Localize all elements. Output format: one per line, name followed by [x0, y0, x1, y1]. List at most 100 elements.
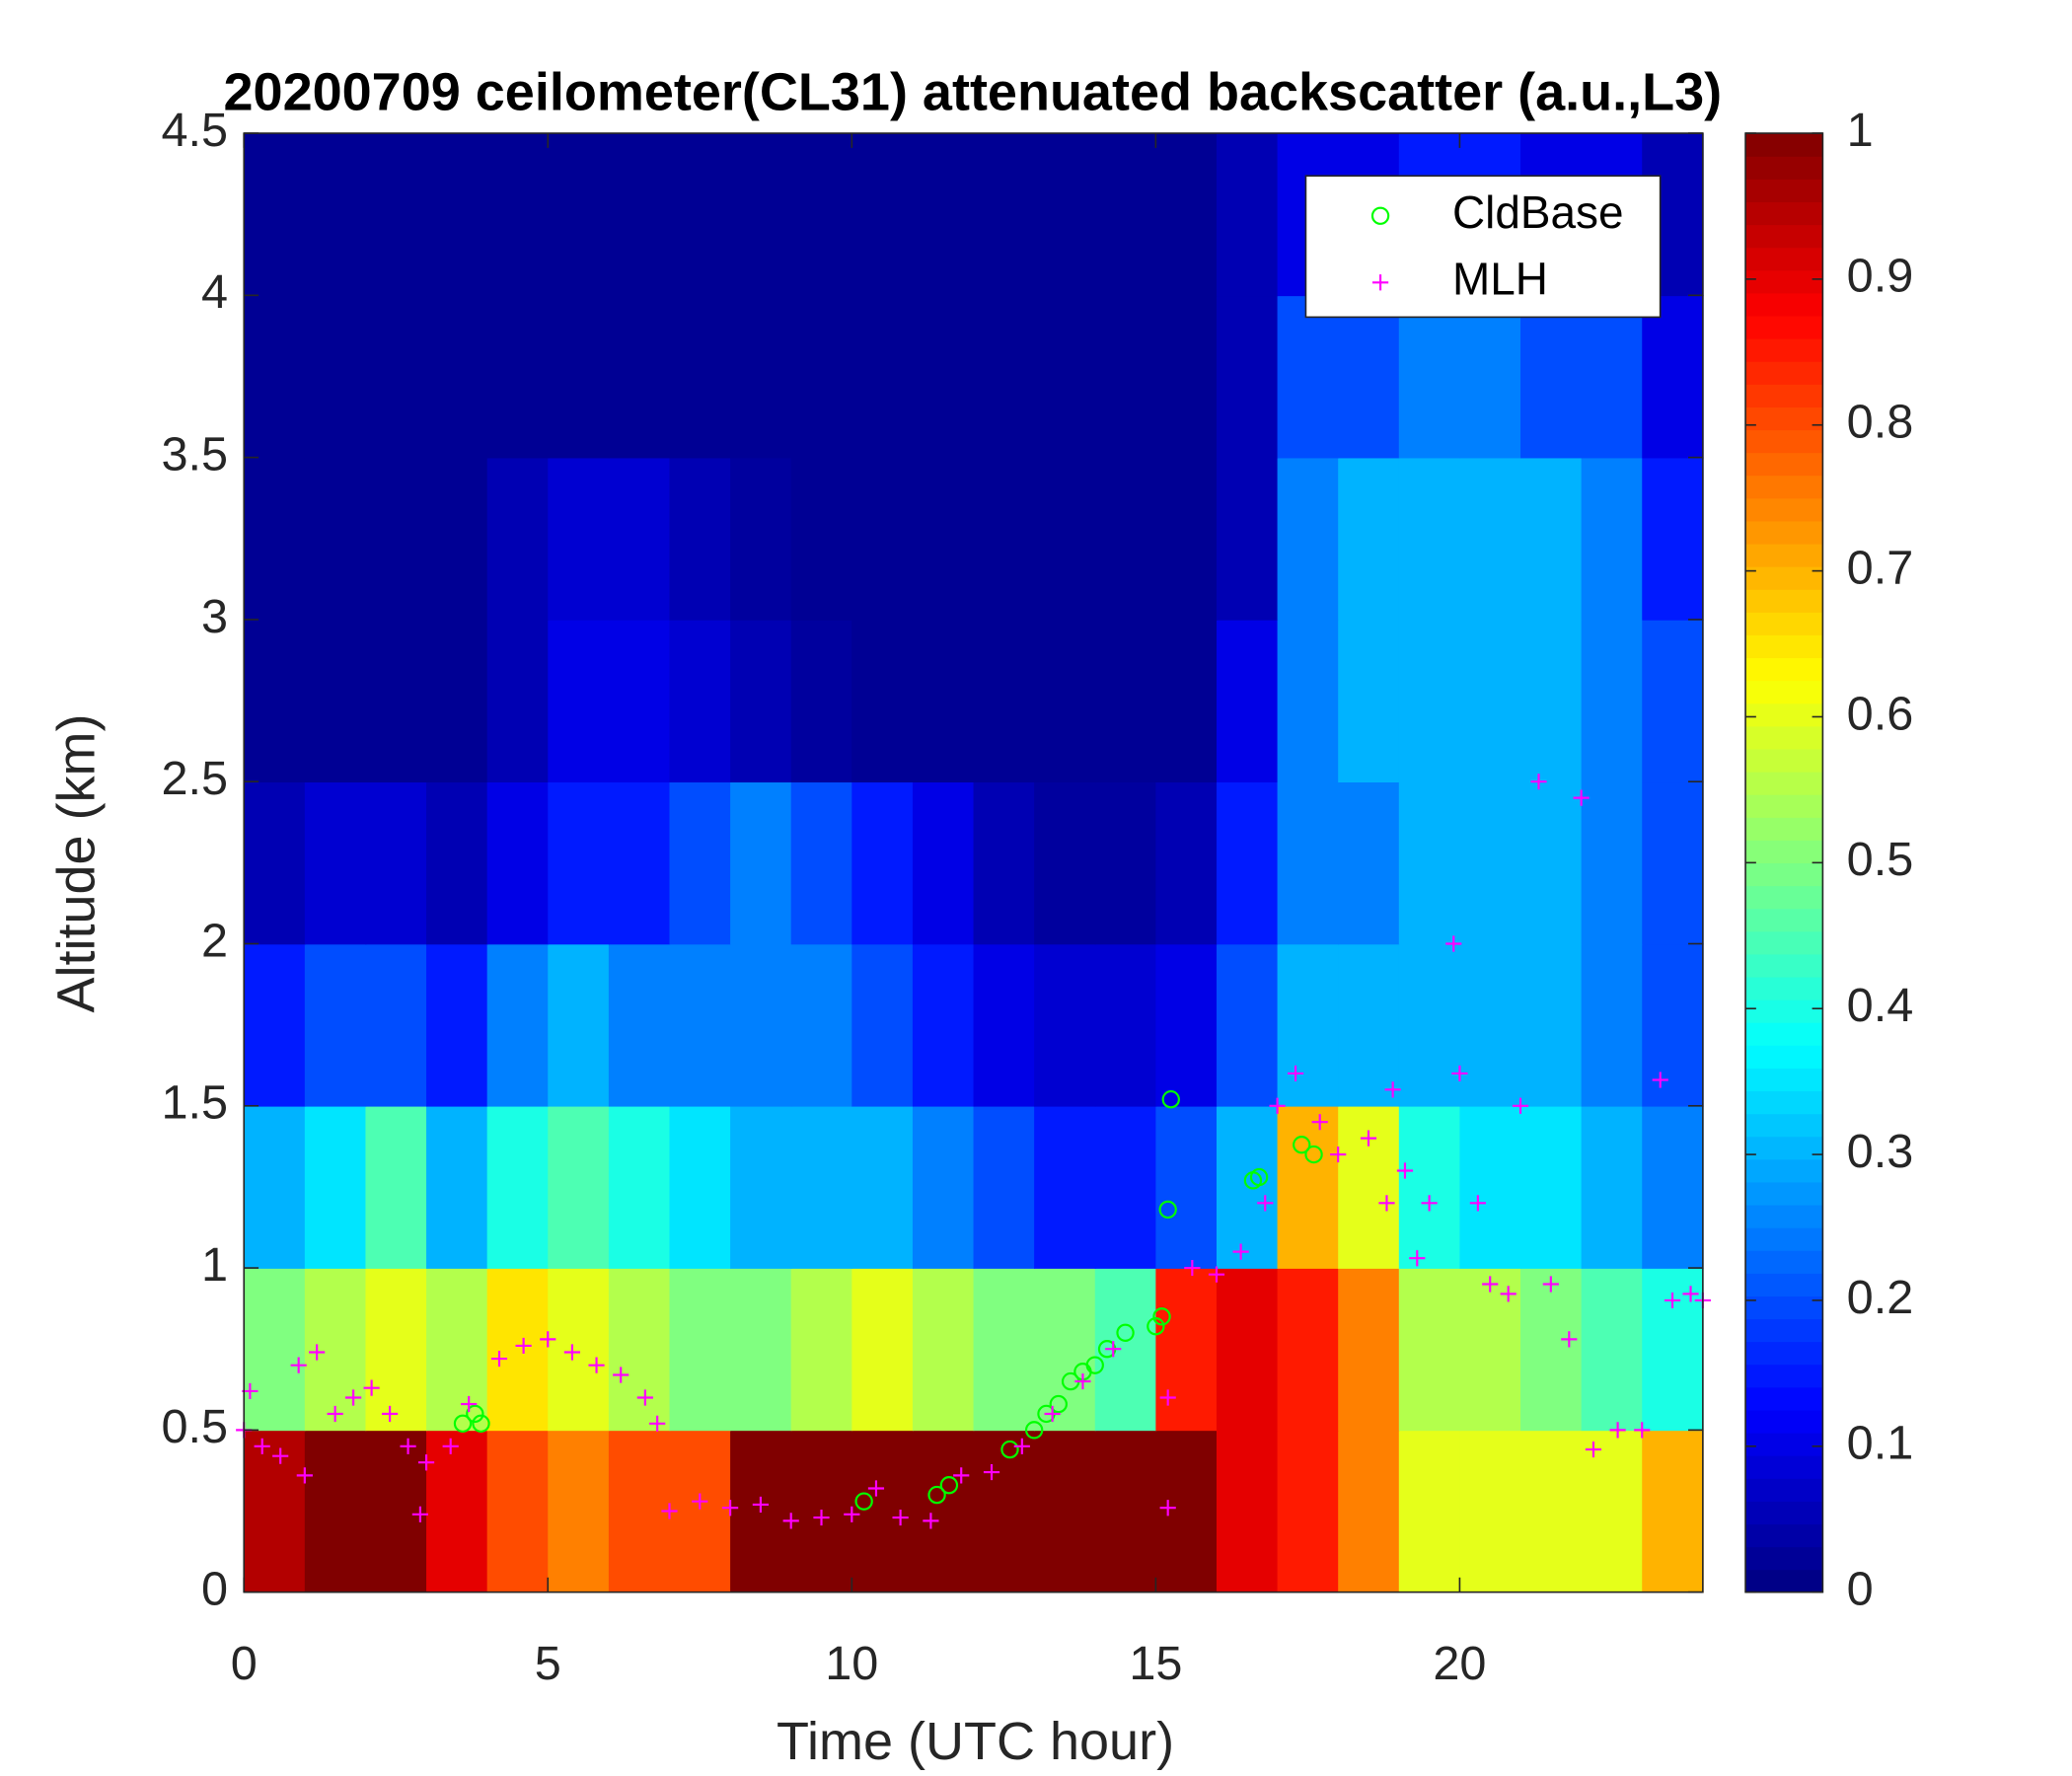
heatmap-cell — [912, 457, 975, 621]
mlh-marker — [1287, 1065, 1304, 1082]
colorbar-swatch — [1745, 748, 1823, 773]
y-tick-label: 3.5 — [161, 427, 228, 481]
heatmap-cell — [1034, 781, 1096, 945]
heatmap-cell — [669, 295, 731, 459]
heatmap-cell — [851, 1430, 914, 1593]
heatmap-cell — [548, 619, 610, 783]
heatmap-cell — [1155, 781, 1218, 945]
heatmap-cell — [1094, 133, 1157, 297]
mlh-marker — [1469, 1195, 1486, 1212]
heatmap-cell — [973, 133, 1035, 297]
heatmap-cell — [1459, 619, 1521, 783]
x-tick-label: 20 — [1433, 1637, 1486, 1690]
heatmap-cell — [304, 295, 367, 459]
colorbar-swatch — [1745, 1045, 1823, 1069]
heatmap-cell — [1338, 943, 1400, 1107]
heatmap-cell — [608, 781, 671, 945]
mlh-marker — [442, 1438, 459, 1454]
heatmap-cell — [1216, 943, 1279, 1107]
mlh-marker — [649, 1415, 666, 1432]
heatmap-cell — [244, 943, 306, 1107]
heatmap-cell — [486, 295, 550, 459]
heatmap-cell — [608, 295, 671, 459]
colorbar-tick-label: 1 — [1847, 104, 1874, 157]
heatmap-cell — [365, 619, 427, 783]
heatmap-cell — [365, 781, 427, 945]
heatmap-cell — [1034, 1105, 1096, 1269]
colorbar-swatch — [1745, 634, 1823, 659]
colorbar-tick-label: 0.4 — [1847, 979, 1914, 1032]
heatmap-cell — [730, 943, 792, 1107]
cldbase-marker — [1158, 1200, 1177, 1220]
cldbase-marker — [1116, 1323, 1135, 1342]
heatmap-cell — [1216, 1430, 1279, 1593]
heatmap-cell — [790, 1105, 853, 1269]
mlh-marker — [1013, 1438, 1030, 1454]
colorbar-swatch — [1745, 407, 1823, 431]
heatmap-cell — [1520, 943, 1583, 1107]
colorbar-swatch — [1745, 1432, 1823, 1456]
heatmap-cell — [1216, 457, 1279, 621]
heatmap-cell — [608, 457, 671, 621]
heatmap-cell — [548, 781, 610, 945]
mlh-marker — [613, 1367, 629, 1383]
colorbar-swatch — [1745, 680, 1823, 704]
heatmap-cell — [1520, 1430, 1583, 1593]
heatmap-cell — [973, 943, 1035, 1107]
colorbar-swatch — [1745, 1068, 1823, 1092]
colorbar-swatch — [1745, 817, 1823, 841]
mlh-marker — [461, 1395, 478, 1413]
heatmap-cell — [973, 619, 1035, 783]
colorbar-swatch — [1745, 703, 1823, 727]
heatmap-cell — [1581, 295, 1644, 459]
heatmap-cell — [1277, 1105, 1339, 1269]
heatmap-cell — [1459, 781, 1521, 945]
mlh-marker — [540, 1331, 556, 1348]
mlh-marker — [1451, 1065, 1468, 1082]
colorbar-tick-label: 0.5 — [1847, 833, 1914, 886]
heatmap-cell — [486, 133, 550, 297]
heatmap-cell — [1398, 1268, 1461, 1432]
heatmap-cell — [669, 781, 731, 945]
heatmap-cell — [669, 1430, 731, 1593]
colorbar-swatch — [1745, 224, 1823, 249]
heatmap-cell — [1155, 1268, 1218, 1432]
y-tick-label: 1 — [201, 1238, 228, 1292]
heatmap-cell — [608, 133, 671, 297]
heatmap-cell — [1398, 619, 1461, 783]
heatmap-cell — [730, 457, 792, 621]
colorbar-swatch — [1745, 1113, 1823, 1138]
x-tick-label: 15 — [1129, 1637, 1182, 1690]
heatmap-cell — [1216, 619, 1279, 783]
heatmap-cell — [486, 1430, 550, 1593]
chart-title: 20200709 ceilometer(CL31) attenuated bac… — [224, 62, 1723, 121]
heatmap-cell — [608, 619, 671, 783]
mlh-marker — [345, 1389, 362, 1406]
plot-area — [236, 133, 1711, 1593]
heatmap-cell — [912, 1430, 975, 1593]
heatmap-cell — [1338, 781, 1400, 945]
mlh-marker — [1311, 1114, 1328, 1131]
mlh-marker — [692, 1493, 708, 1510]
heatmap-cell — [1642, 1430, 1704, 1593]
colorbar-swatch — [1745, 589, 1823, 613]
mlh-marker — [515, 1337, 532, 1355]
heatmap-cell — [365, 295, 427, 459]
heatmap-cell — [1216, 1268, 1279, 1432]
mlh-marker — [923, 1513, 939, 1529]
heatmap-cell — [1277, 1430, 1339, 1593]
heatmap-cell — [426, 133, 488, 297]
heatmap-cell — [1642, 457, 1704, 621]
heatmap-cell — [304, 133, 367, 297]
colorbar-swatch — [1745, 612, 1823, 635]
heatmap-cell — [973, 295, 1035, 459]
colorbar-swatch — [1745, 1204, 1823, 1228]
heatmap-cell — [244, 295, 306, 459]
y-axis-label: Altitude (km) — [46, 713, 106, 1012]
heatmap-cell — [1642, 781, 1704, 945]
heatmap-cell — [1581, 457, 1644, 621]
heatmap-cell — [244, 1430, 306, 1593]
colorbar-swatch — [1745, 976, 1823, 1000]
heatmap-cell — [304, 1105, 367, 1269]
heatmap-cell — [730, 1268, 792, 1432]
